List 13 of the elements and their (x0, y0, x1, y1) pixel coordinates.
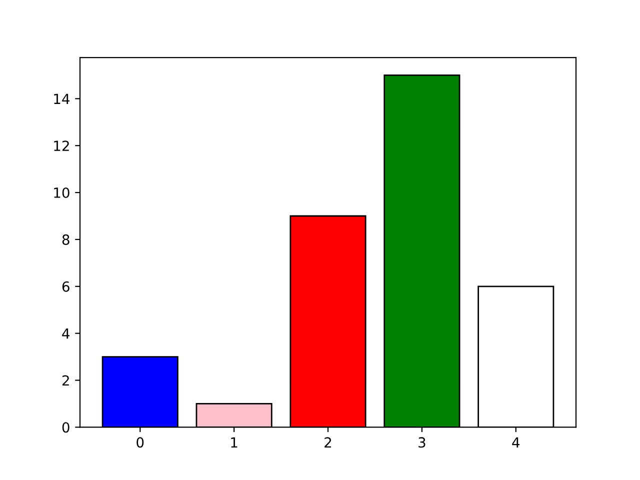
y-tick-label: 0 (62, 422, 70, 433)
y-tick-label: 8 (62, 234, 70, 245)
x-tick-label: 2 (324, 437, 332, 448)
x-tick-label: 0 (136, 437, 144, 448)
x-tick-label: 4 (512, 437, 520, 448)
y-tick-label: 2 (62, 375, 69, 386)
y-tick-label: 12 (54, 140, 69, 151)
y-tick-label: 4 (62, 328, 70, 339)
x-tick-label: 3 (418, 437, 426, 448)
x-tick-label: 1 (231, 437, 238, 448)
y-tick-label: 6 (62, 281, 70, 292)
y-tick-label: 10 (54, 188, 70, 198)
y-tick-label: 14 (54, 94, 70, 104)
